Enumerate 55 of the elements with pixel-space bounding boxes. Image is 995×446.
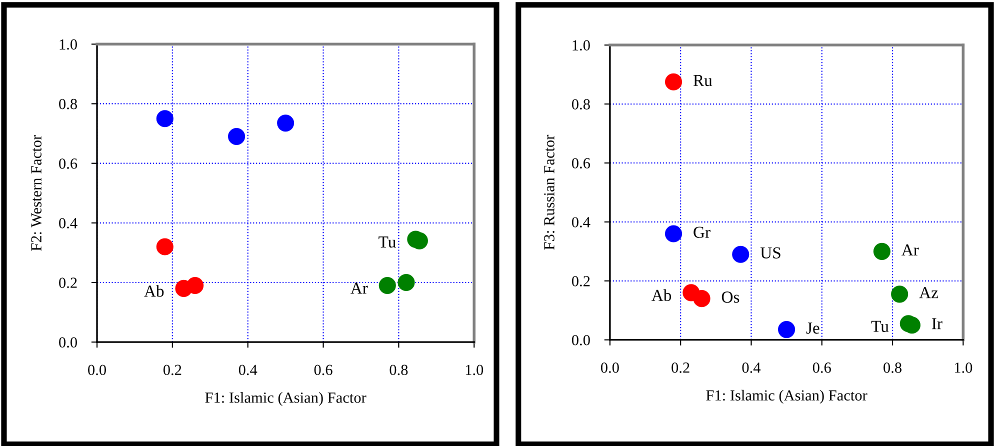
x-tick-label: 0.0: [600, 362, 619, 373]
annotation: Ar: [350, 282, 368, 294]
point: [398, 274, 415, 292]
x-tick-label: 0.2: [672, 362, 690, 373]
y-tick-label: 0.8: [572, 99, 590, 110]
x-tick-label: 0.2: [163, 364, 182, 376]
point: [778, 321, 796, 338]
point: [156, 110, 174, 128]
annotation: Gr: [694, 226, 710, 238]
x-tick-label: 0.6: [314, 364, 332, 376]
point: [378, 276, 396, 294]
annotation: Az: [919, 287, 938, 298]
x-axis-title: F1: Islamic (Asian) Factor: [706, 390, 868, 404]
y-tick-label: 0.2: [572, 276, 590, 286]
annotation: Tu: [871, 320, 889, 332]
y-tick-label: 0.6: [572, 158, 590, 168]
x-tick-label: 0.8: [884, 362, 902, 373]
annotation: Tu: [378, 236, 396, 248]
y-tick-label: 0.0: [572, 334, 590, 346]
y-tick-label: 0.4: [59, 218, 78, 228]
y-tick-label: 0.2: [59, 278, 77, 288]
x-tick-label: 0.6: [812, 362, 831, 373]
y-axis-title: F3: Russian Factor: [544, 134, 554, 250]
point: [873, 242, 890, 260]
annotation: US: [760, 247, 780, 259]
y-tick-label: 0.0: [59, 337, 77, 348]
annotation: Ir: [932, 318, 942, 330]
x-tick-label: 0.4: [742, 362, 761, 373]
point: [186, 276, 204, 294]
x-axis-title: F1: Islamic (Asian) Factor: [205, 392, 366, 406]
x-tick-label: 1.0: [954, 362, 972, 373]
annotation: Ar: [902, 244, 919, 256]
y-tick-label: 0.4: [572, 217, 590, 228]
x-tick-label: 0.4: [238, 364, 258, 376]
annotation: Ab: [652, 289, 672, 302]
point: [664, 225, 682, 242]
point: [664, 73, 682, 90]
annotation: Os: [722, 292, 740, 303]
y-tick-label: 0.6: [59, 158, 78, 169]
y-tick-label: 1.0: [572, 40, 590, 51]
point: [891, 286, 908, 303]
point: [732, 246, 750, 263]
point: [156, 238, 174, 256]
point: [693, 290, 710, 308]
x-tick-label: 1.0: [466, 364, 484, 376]
y-axis-title: F2: Western Factor: [31, 135, 42, 251]
x-tick-label: 0.8: [390, 364, 408, 376]
point: [228, 128, 246, 146]
y-tick-label: 1.0: [60, 39, 77, 50]
annotation: Je: [806, 322, 820, 334]
annotation: Ab: [144, 285, 164, 297]
point: [277, 114, 294, 132]
annotation: Ru: [693, 74, 712, 86]
x-tick-label: 0.0: [88, 364, 106, 376]
y-tick-label: 0.8: [59, 98, 77, 110]
